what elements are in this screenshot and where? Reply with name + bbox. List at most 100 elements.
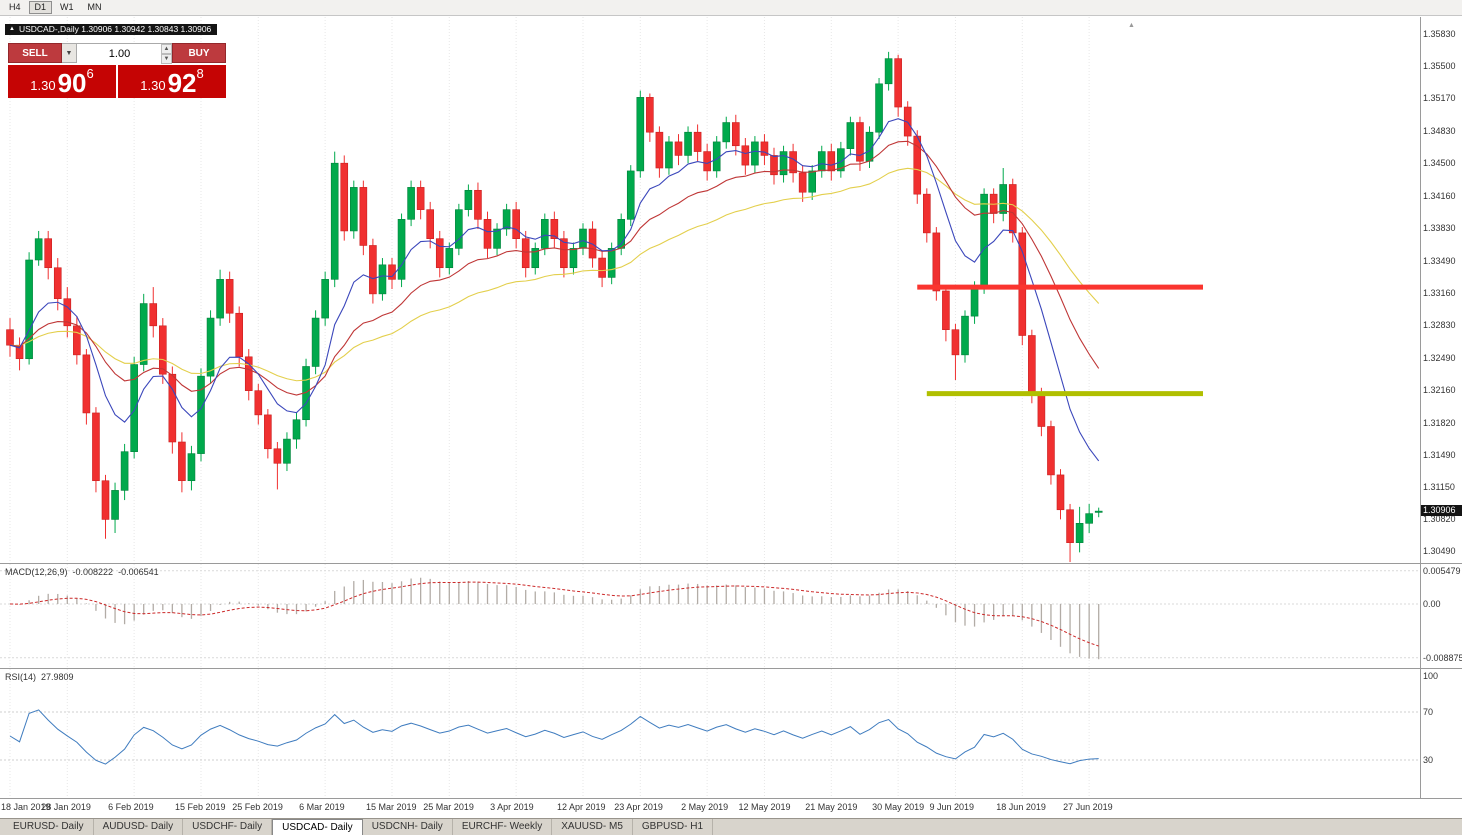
price-axis-label: 1.33830 bbox=[1423, 223, 1456, 234]
rsi-axis-label: 30 bbox=[1423, 755, 1434, 765]
price-axis-label: 1.35830 bbox=[1423, 29, 1456, 40]
candlestick-chart[interactable] bbox=[0, 17, 1420, 563]
date-axis-label: 25 Feb 2019 bbox=[232, 802, 283, 812]
date-axis-label: 18 Jun 2019 bbox=[996, 802, 1046, 812]
chart-tab-eurchf-weekly[interactable]: EURCHF- Weekly bbox=[453, 819, 553, 835]
date-axis-label: 30 May 2019 bbox=[872, 802, 925, 812]
price-axis-label: 1.34830 bbox=[1423, 126, 1456, 137]
rsi-value: 27.9809 bbox=[41, 672, 74, 682]
macd-value-main: -0.008222 bbox=[72, 567, 114, 577]
ma-line-medium-red bbox=[9, 140, 1100, 396]
volume-decrease-button[interactable]: ▼ bbox=[161, 54, 172, 64]
date-axis-label: 15 Feb 2019 bbox=[175, 802, 226, 812]
price-axis-label: 1.32490 bbox=[1423, 352, 1456, 363]
timeframe-button-h4[interactable]: H4 bbox=[3, 1, 27, 14]
price-axis-label: 1.35170 bbox=[1423, 93, 1456, 104]
date-axis-label: 28 Jan 2019 bbox=[41, 802, 91, 812]
date-axis-label: 9 Jun 2019 bbox=[929, 802, 974, 812]
date-axis-label: 21 May 2019 bbox=[805, 802, 858, 812]
chart-ohlc-text: USDCAD-,Daily 1.30906 1.30942 1.30843 1.… bbox=[18, 24, 212, 34]
macd-indicator-chart[interactable] bbox=[0, 564, 1420, 668]
buy-button[interactable]: BUY bbox=[172, 43, 226, 63]
rsi-indicator-label: RSI(14) 27.9809 bbox=[5, 672, 74, 682]
ma-line-fast-blue bbox=[9, 118, 1100, 462]
date-axis-label: 15 Mar 2019 bbox=[366, 802, 417, 812]
volume-dropdown-button[interactable]: ▼ bbox=[62, 43, 77, 63]
chart-tab-usdcnh-daily[interactable]: USDCNH- Daily bbox=[363, 819, 453, 835]
macd-axis-label: -0.008875 bbox=[1423, 652, 1462, 663]
price-axis-label: 1.34160 bbox=[1423, 191, 1456, 202]
rsi-axis-label: 100 bbox=[1423, 671, 1439, 681]
date-axis-label: 2 May 2019 bbox=[681, 802, 729, 812]
timeframe-button-d1[interactable]: D1 bbox=[28, 1, 53, 14]
current-price-tag: 1.30906 bbox=[1421, 505, 1462, 517]
volume-stepper: ▲ ▼ bbox=[161, 44, 172, 64]
rsi-line bbox=[9, 709, 1099, 765]
chart-ohlc-strip: ▲ USDCAD-,Daily 1.30906 1.30942 1.30843 … bbox=[5, 24, 218, 35]
date-axis-label: 25 Mar 2019 bbox=[423, 802, 474, 812]
rsi-axis-label: 70 bbox=[1423, 707, 1434, 717]
price-axis-label: 1.30490 bbox=[1423, 546, 1456, 557]
date-axis-label: 27 Jun 2019 bbox=[1063, 802, 1113, 812]
buy-price-button[interactable]: 1.30 92 8 bbox=[118, 65, 226, 98]
chart-tab-audusd-daily[interactable]: AUDUSD- Daily bbox=[94, 819, 184, 835]
rsi-axis[interactable]: 100 70 30 bbox=[1420, 669, 1462, 798]
candles bbox=[6, 51, 1103, 563]
chart-tab-gbpusd-h1[interactable]: GBPUSD- H1 bbox=[633, 819, 714, 835]
sell-price-sup: 6 bbox=[86, 66, 94, 81]
sell-price-big: 90 bbox=[57, 68, 87, 98]
sell-button[interactable]: SELL bbox=[8, 43, 62, 63]
date-axis[interactable]: 18 Jan 2019 28 Jan 2019 6 Feb 2019 15 Feb 2… bbox=[0, 799, 1462, 818]
date-axis-label: 23 Apr 2019 bbox=[614, 802, 663, 812]
buy-price-big: 92 bbox=[167, 68, 197, 98]
date-axis-label: 3 Apr 2019 bbox=[490, 802, 534, 812]
caret-down-icon: ▼ bbox=[65, 49, 73, 57]
date-axis-label: 6 Feb 2019 bbox=[108, 802, 154, 812]
ma-line-slow-yellow bbox=[9, 167, 1100, 382]
triangle-up-icon: ▲ bbox=[9, 26, 15, 32]
volume-increase-button[interactable]: ▲ bbox=[161, 44, 172, 54]
macd-indicator-label: MACD(12,26,9) -0.008222 -0.006541 bbox=[5, 567, 159, 577]
chart-tab-eurusd-daily[interactable]: EURUSD- Daily bbox=[4, 819, 94, 835]
price-axis-label: 1.31150 bbox=[1423, 482, 1455, 493]
price-axis-label: 1.33490 bbox=[1423, 255, 1456, 266]
chart-shift-marker-icon: ▲ bbox=[1128, 22, 1135, 29]
panel-divider[interactable] bbox=[0, 563, 1462, 564]
price-axis-label: 1.32160 bbox=[1423, 384, 1456, 395]
timeframe-button-w1[interactable]: W1 bbox=[54, 1, 80, 14]
macd-name: MACD(12,26,9) bbox=[5, 567, 68, 577]
price-axis-label: 1.33160 bbox=[1423, 287, 1456, 298]
volume-field-wrap: ▲ ▼ bbox=[77, 43, 172, 64]
price-axis-label: 1.31820 bbox=[1423, 417, 1456, 428]
chart-tab-usdcad-daily[interactable]: USDCAD- Daily bbox=[272, 819, 363, 835]
timeframe-toolbar: H4 D1 W1 MN bbox=[0, 0, 1462, 16]
buy-price-sup: 8 bbox=[196, 66, 204, 81]
price-axis-label: 1.35500 bbox=[1423, 61, 1456, 72]
chart-tab-bar: EURUSD- Daily AUDUSD- Daily USDCHF- Daily U… bbox=[0, 818, 1462, 835]
macd-signal-line bbox=[9, 581, 1099, 647]
sell-price-button[interactable]: 1.30 90 6 bbox=[8, 65, 116, 98]
chart-tab-xauusd-m5[interactable]: XAUUSD- M5 bbox=[552, 819, 633, 835]
macd-axis[interactable]: 0.005479 0.00 -0.008875 bbox=[1420, 564, 1462, 668]
volume-input[interactable] bbox=[77, 45, 172, 63]
timeframe-button-mn[interactable]: MN bbox=[82, 1, 108, 14]
price-axis-label: 1.32830 bbox=[1423, 319, 1456, 330]
price-axis[interactable]: 1.35830 1.35500 1.35170 1.34830 1.34500 1.341… bbox=[1420, 17, 1462, 563]
buy-price-base: 1.30 bbox=[140, 78, 166, 93]
date-axis-label: 12 Apr 2019 bbox=[557, 802, 606, 812]
sell-price-base: 1.30 bbox=[30, 78, 56, 93]
macd-axis-label: 0.005479 bbox=[1423, 565, 1461, 576]
date-axis-label: 6 Mar 2019 bbox=[299, 802, 345, 812]
rsi-name: RSI(14) bbox=[5, 672, 37, 682]
price-axis-label: 1.31490 bbox=[1423, 449, 1456, 460]
rsi-indicator-chart[interactable] bbox=[0, 669, 1420, 798]
macd-value-signal: -0.006541 bbox=[118, 567, 159, 577]
price-axis-label: 1.30820 bbox=[1423, 514, 1456, 525]
chart-tab-usdchf-daily[interactable]: USDCHF- Daily bbox=[183, 819, 273, 835]
panel-divider[interactable] bbox=[0, 798, 1462, 799]
panel-divider[interactable] bbox=[0, 668, 1462, 669]
date-axis-label: 18 Jan 2019 bbox=[1, 802, 51, 812]
price-axis-label: 1.34500 bbox=[1423, 158, 1456, 169]
